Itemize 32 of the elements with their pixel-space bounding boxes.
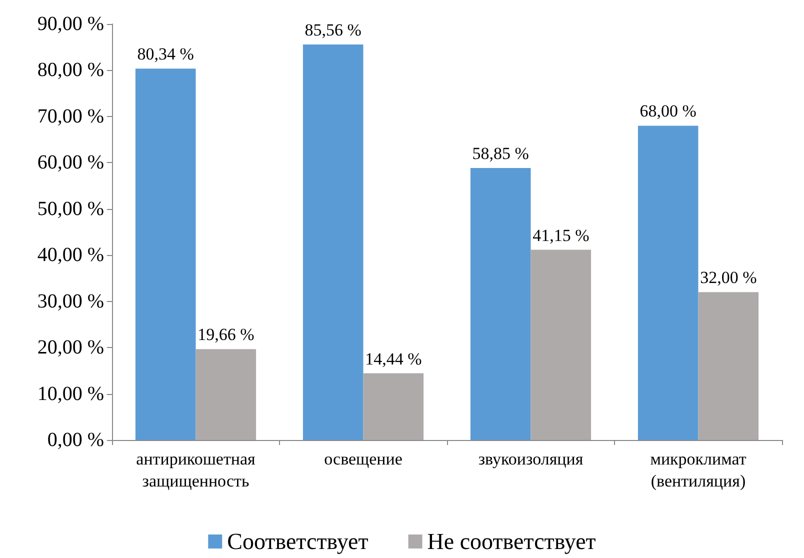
bar (698, 292, 759, 440)
data-label: 19,66 % (198, 325, 254, 344)
x-tick-label: звукоизоляция (478, 450, 584, 468)
x-tick-label: антирикошетная защищенность (136, 450, 256, 490)
bar (638, 126, 698, 440)
x-tick-label: освещение (324, 450, 402, 468)
y-tick-label: 10,00 % (37, 382, 104, 405)
y-tick-label: 70,00 % (37, 105, 104, 128)
data-label: 68,00 % (640, 102, 696, 121)
legend-label: Соответствует (227, 529, 368, 554)
bar (135, 68, 196, 440)
data-label: 41,15 % (532, 226, 590, 245)
y-tick-label: 20,00 % (37, 336, 104, 359)
data-label: 14,44 % (365, 349, 422, 368)
data-label: 80,34 % (137, 44, 194, 64)
y-tick-label: 50,00 % (37, 198, 104, 220)
data-label: 85,56 % (304, 20, 362, 40)
y-tick-label: 80,00 % (37, 59, 104, 82)
bar (530, 250, 592, 440)
y-tick-label: 0,00 % (47, 429, 104, 451)
bar (470, 168, 531, 440)
data-label: 32,00 % (700, 268, 757, 288)
bar (302, 44, 364, 440)
legend-label: Не соответствует (427, 529, 596, 554)
bar (196, 349, 256, 440)
y-tick-label: 30,00 % (37, 290, 104, 312)
bar (363, 373, 424, 440)
y-tick-label: 60,00 % (37, 152, 104, 174)
x-tick-label: микроклимат (вентиляция) (650, 450, 747, 490)
y-tick-label: 90,00 % (37, 13, 104, 35)
y-tick-label: 40,00 % (37, 244, 104, 266)
data-label: 58,85 % (472, 144, 529, 163)
